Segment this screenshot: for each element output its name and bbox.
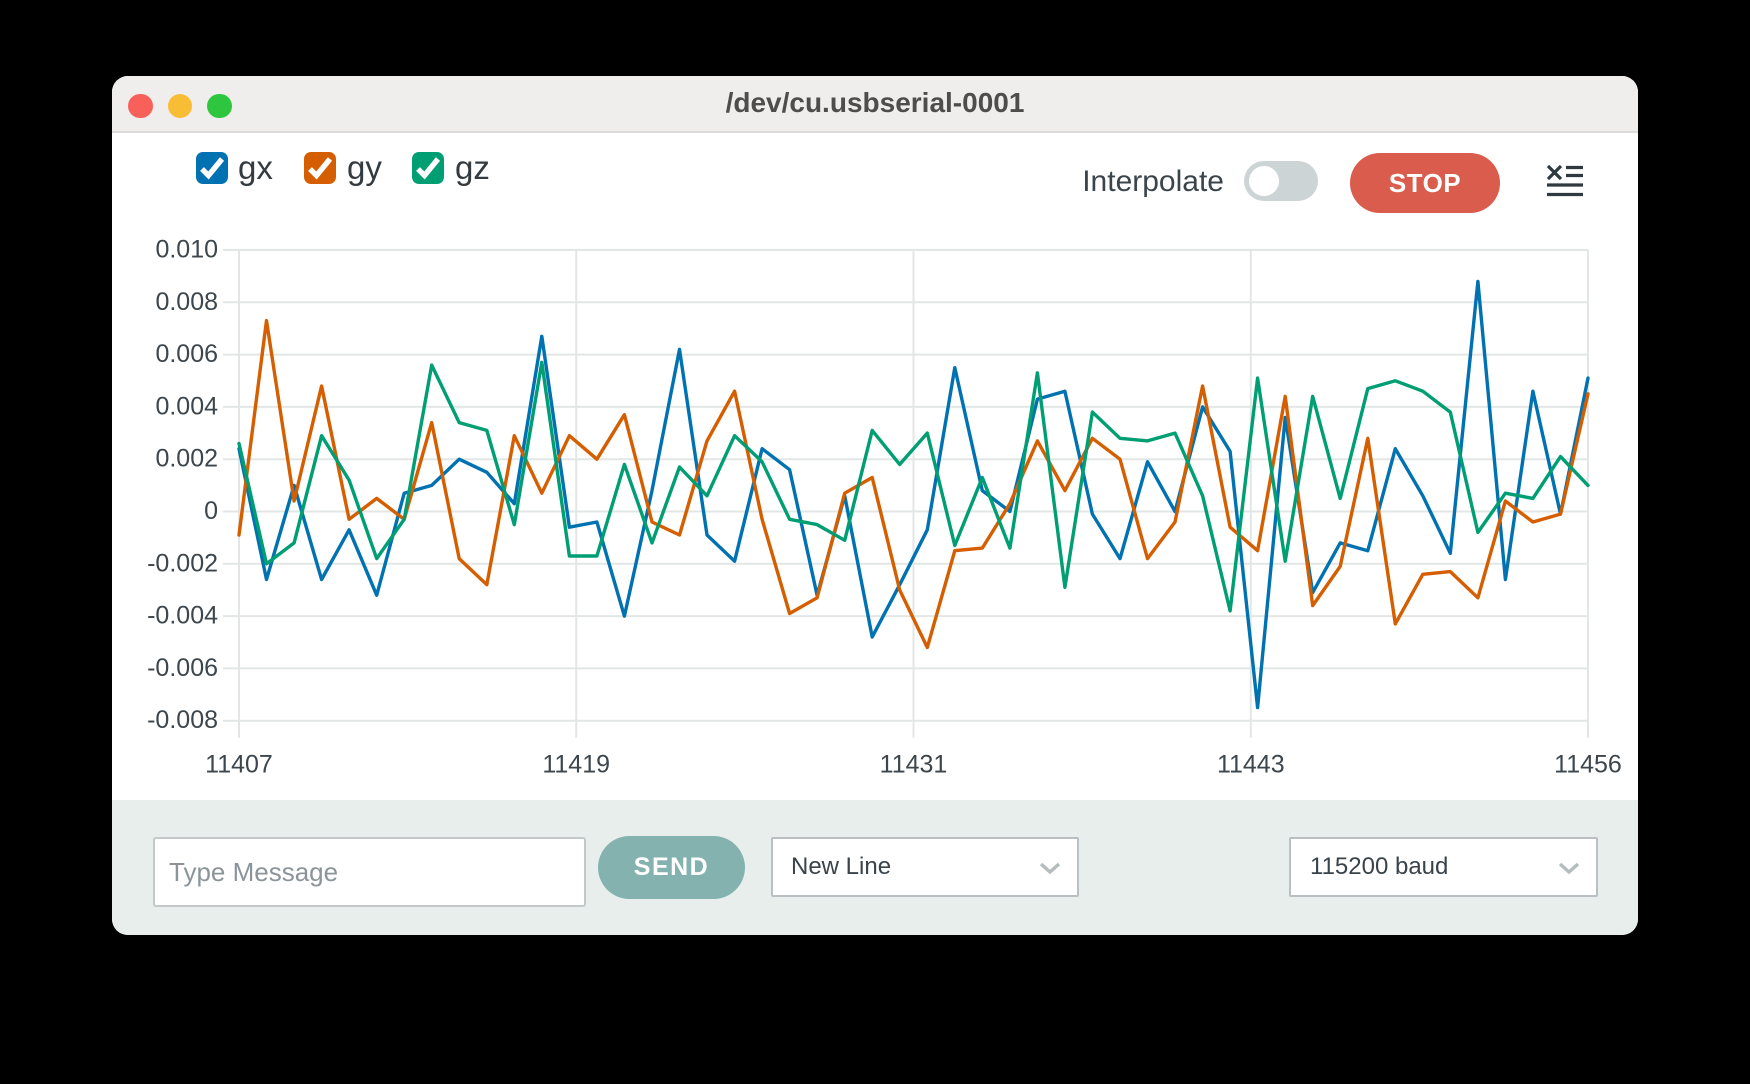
svg-text:-0.006: -0.006 (147, 654, 218, 682)
svg-text:11407: 11407 (205, 751, 273, 779)
svg-text:0.006: 0.006 (155, 340, 218, 368)
svg-text:-0.004: -0.004 (147, 602, 218, 630)
svg-text:-0.002: -0.002 (147, 549, 218, 577)
svg-text:0.008: 0.008 (155, 288, 218, 316)
svg-text:0.010: 0.010 (155, 236, 218, 264)
svg-text:0.002: 0.002 (155, 445, 218, 473)
svg-text:11456: 11456 (1554, 751, 1622, 779)
svg-text:0: 0 (204, 497, 218, 525)
svg-text:0.004: 0.004 (155, 392, 218, 420)
svg-text:11419: 11419 (542, 751, 610, 779)
svg-text:-0.008: -0.008 (147, 706, 218, 734)
svg-text:11431: 11431 (880, 751, 948, 779)
svg-text:11443: 11443 (1217, 751, 1285, 779)
